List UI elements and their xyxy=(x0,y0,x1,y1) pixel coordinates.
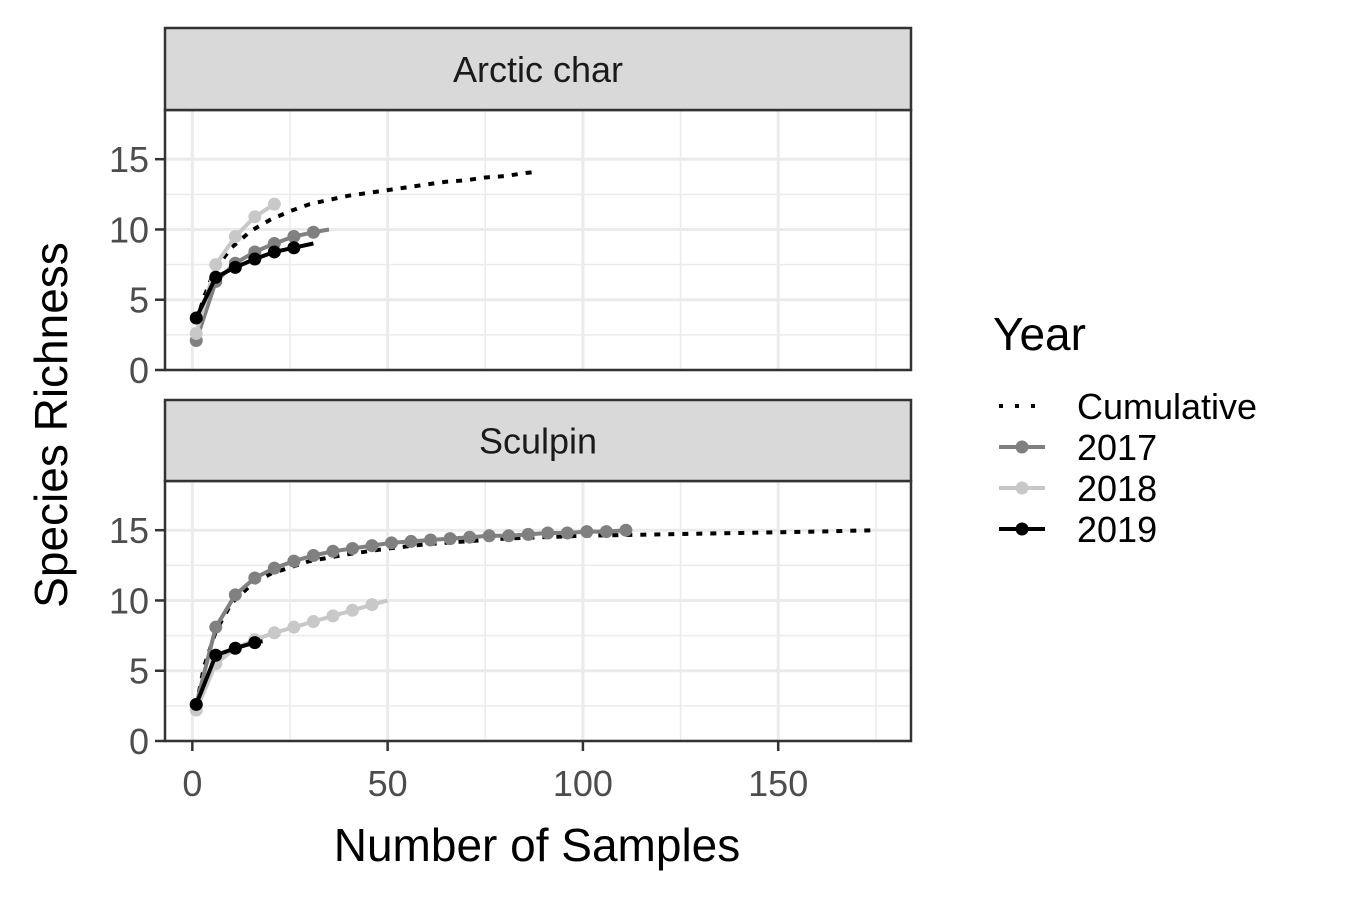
data-point-2019 xyxy=(189,311,203,325)
data-point-2018 xyxy=(306,615,320,629)
y-axis-title: Species Richness xyxy=(25,242,77,608)
data-point-2018 xyxy=(248,210,262,224)
data-point-2018 xyxy=(326,609,340,623)
data-point-2019 xyxy=(248,636,262,650)
data-point-2017 xyxy=(619,523,633,537)
data-point-2017 xyxy=(267,561,281,575)
series-line-cumulative xyxy=(194,528,876,707)
panel-background xyxy=(165,481,911,741)
y-tick-label: 15 xyxy=(109,139,149,180)
data-point-2017 xyxy=(443,532,457,546)
data-point-2019 xyxy=(209,270,223,284)
data-point-2017 xyxy=(385,536,399,550)
data-point-2018 xyxy=(345,603,359,617)
legend-label: 2017 xyxy=(1077,427,1157,468)
data-point-2017 xyxy=(306,548,320,562)
data-point-2018 xyxy=(287,620,301,634)
data-point-2019 xyxy=(287,241,301,255)
data-point-2018 xyxy=(228,229,242,243)
data-point-2017 xyxy=(502,529,516,543)
legend-key-point xyxy=(1015,440,1029,454)
data-point-2019 xyxy=(267,245,281,259)
data-point-2017 xyxy=(345,541,359,555)
x-tick-label: 100 xyxy=(553,763,613,804)
facet-strip-label: Arctic char xyxy=(453,49,623,90)
y-tick-label: 5 xyxy=(129,651,149,692)
data-point-2017 xyxy=(209,620,223,634)
facet-panels: Arctic char Sculpin xyxy=(163,26,913,743)
data-point-2017 xyxy=(560,526,574,540)
data-point-2017 xyxy=(424,533,438,547)
data-point-2019 xyxy=(228,260,242,274)
series-line-cumulative xyxy=(194,169,537,323)
legend-title: Year xyxy=(993,308,1086,360)
data-point-2017 xyxy=(404,534,418,548)
y-tick-label: 15 xyxy=(109,510,149,551)
data-point-2017 xyxy=(228,588,242,602)
x-tick-label: 0 xyxy=(182,763,202,804)
data-point-2017 xyxy=(248,571,262,585)
data-point-2018 xyxy=(189,326,203,340)
data-point-2017 xyxy=(599,525,613,539)
legend-label: Cumulative xyxy=(1077,386,1257,427)
data-point-2017 xyxy=(287,554,301,568)
data-point-2017 xyxy=(326,544,340,558)
y-tick-label: 10 xyxy=(109,580,149,621)
facet-strip-label: Sculpin xyxy=(479,421,597,462)
facet-strip xyxy=(163,26,913,112)
data-point-2017 xyxy=(541,526,555,540)
data-point-2018 xyxy=(209,258,223,272)
data-point-2017 xyxy=(482,529,496,543)
data-point-2017 xyxy=(521,527,535,541)
legend-key-point xyxy=(1015,522,1029,536)
facet-panel: Arctic char xyxy=(163,26,913,372)
data-point-2018 xyxy=(267,626,281,640)
data-point-2017 xyxy=(580,525,594,539)
data-point-2017 xyxy=(463,530,477,544)
data-point-2018 xyxy=(365,598,379,612)
legend-label: 2018 xyxy=(1077,468,1157,509)
data-point-2017 xyxy=(365,539,379,553)
x-tick-label: 50 xyxy=(368,763,408,804)
x-axis-title: Number of Samples xyxy=(334,819,741,871)
data-point-2019 xyxy=(189,697,203,711)
data-point-2017 xyxy=(287,229,301,243)
y-tick-label: 0 xyxy=(129,721,149,762)
facet-strip xyxy=(163,398,913,483)
legend-label: 2019 xyxy=(1077,509,1157,550)
x-tick-label: 150 xyxy=(748,763,808,804)
data-point-2019 xyxy=(228,641,242,655)
data-point-2017 xyxy=(306,225,320,239)
y-tick-label: 5 xyxy=(129,280,149,321)
facet-panel: Sculpin xyxy=(163,398,913,743)
data-point-2018 xyxy=(267,197,281,211)
data-point-2019 xyxy=(209,648,223,662)
data-point-2019 xyxy=(248,252,262,266)
y-tick-label: 10 xyxy=(109,209,149,250)
legend-key-point xyxy=(1015,481,1029,495)
y-tick-label: 0 xyxy=(129,350,149,391)
